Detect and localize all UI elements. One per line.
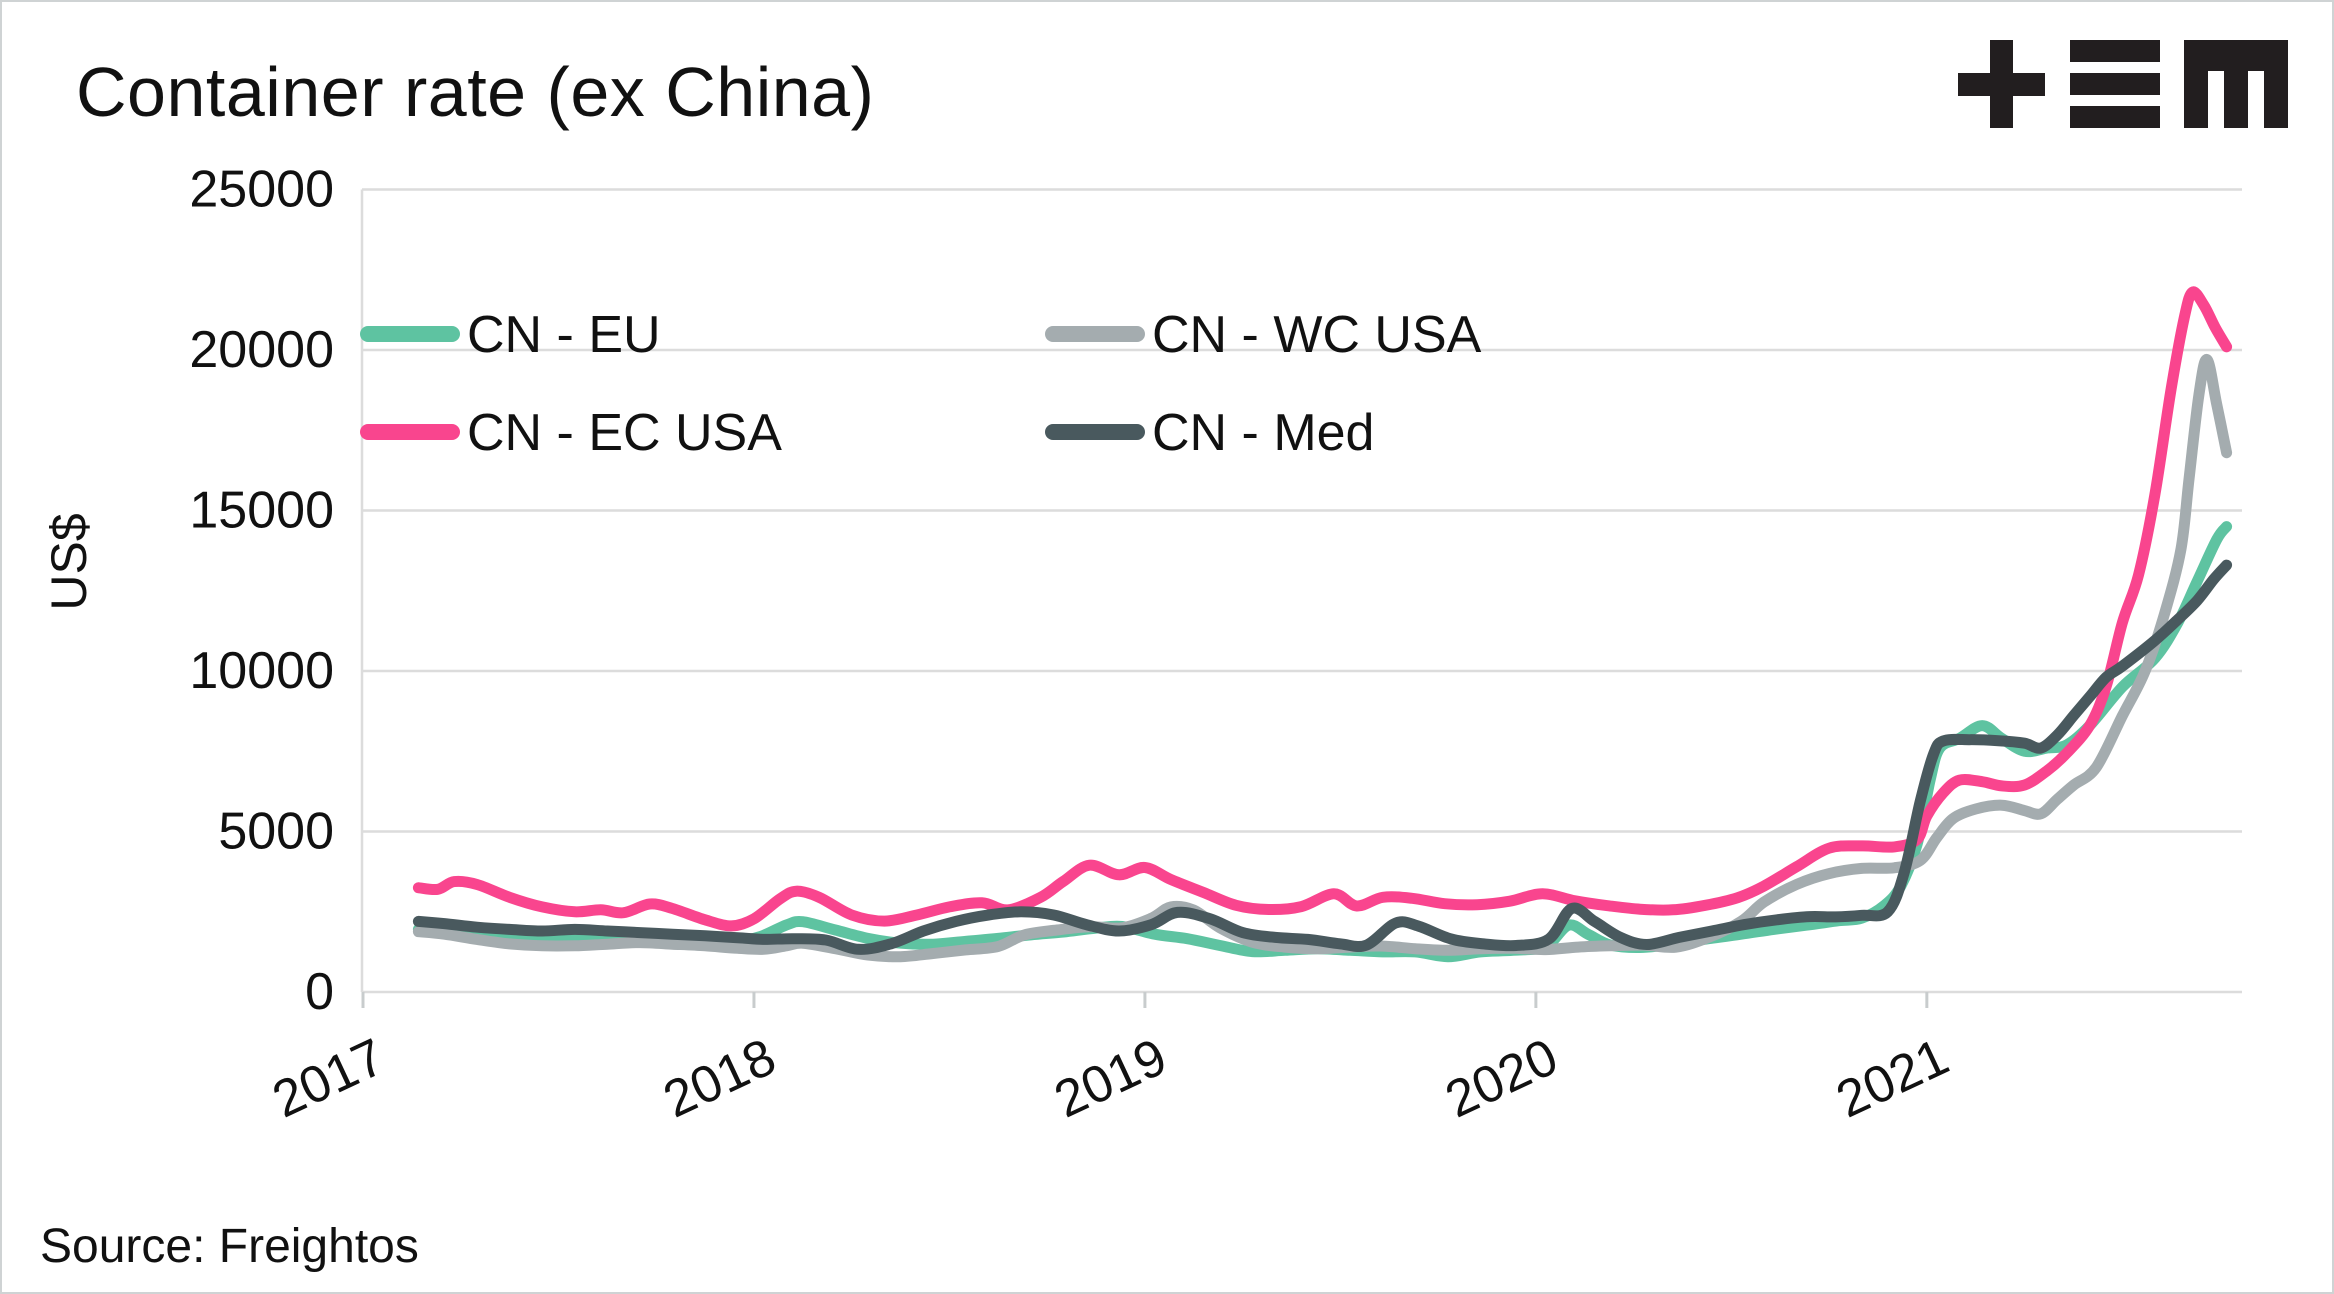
y-axis-label: US$ [41, 513, 97, 610]
x-tick-label-2018: 2018 [655, 1028, 784, 1129]
series-line-cn-wc-usa [412, 354, 2233, 963]
legend-label-cn_med: CN - Med [1152, 404, 1374, 462]
x-tick-label-2021: 2021 [1828, 1028, 1957, 1129]
legend-label-cn_wc_usa: CN - WC USA [1152, 306, 1482, 364]
tem-logo-glyphs [1958, 40, 2288, 128]
chart-title: Container rate (ex China) [76, 53, 875, 131]
y-tick-label-10000: 10000 [189, 642, 334, 700]
m-icon [2184, 40, 2288, 128]
tem-logo [1958, 40, 2288, 128]
legend-swatch-cn_med [1045, 424, 1145, 440]
plus-icon [1958, 40, 2045, 128]
y-tick-label-5000: 5000 [218, 803, 334, 861]
y-tick-label-15000: 15000 [189, 482, 334, 540]
series-line-cn-med [412, 559, 2233, 955]
series-line-cn-ec-usa [412, 286, 2233, 932]
legend-swatch-cn_eu [360, 326, 460, 342]
legend-label-cn_ec_usa: CN - EC USA [467, 404, 782, 462]
legend-swatch-cn_ec_usa [360, 424, 460, 440]
x-tick-label-2017: 2017 [264, 1028, 393, 1129]
legend-label-cn_eu: CN - EU [467, 306, 661, 364]
triple-bar-icon [2070, 40, 2160, 128]
y-tick-label-20000: 20000 [189, 321, 334, 379]
legend-swatch-cn_wc_usa [1045, 326, 1145, 342]
y-tick-label-25000: 25000 [189, 161, 334, 219]
source-caption: Source: Freightos [40, 1220, 419, 1273]
y-tick-label-0: 0 [305, 963, 334, 1021]
x-tick-label-2019: 2019 [1046, 1028, 1175, 1129]
x-tick-label-2020: 2020 [1437, 1028, 1566, 1129]
